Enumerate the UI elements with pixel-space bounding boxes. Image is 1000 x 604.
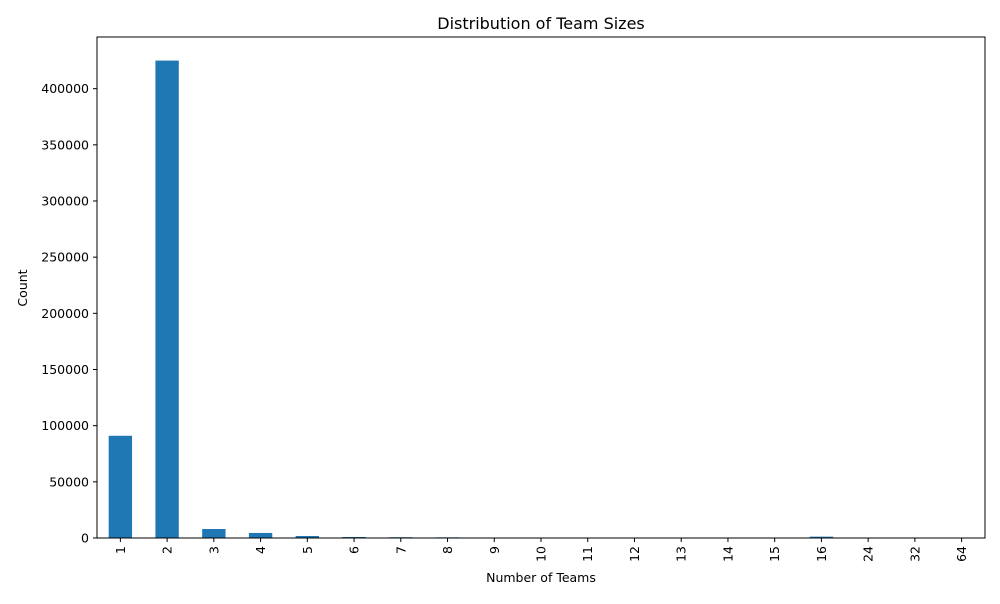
axes-frame xyxy=(97,37,985,538)
x-tick-label: 8 xyxy=(440,546,455,554)
y-tick-label: 350000 xyxy=(41,137,89,152)
x-tick-label: 6 xyxy=(347,546,362,554)
y-tick-label: 0 xyxy=(81,531,89,546)
x-tick-label: 64 xyxy=(954,546,969,562)
x-tick-label: 5 xyxy=(300,546,315,554)
y-tick-label: 400000 xyxy=(41,81,89,96)
x-tick-label: 1 xyxy=(113,546,128,554)
y-tick-label: 100000 xyxy=(41,418,89,433)
x-tick-label: 3 xyxy=(206,546,221,554)
bar-1 xyxy=(109,436,132,538)
chart-title: Distribution of Team Sizes xyxy=(437,14,645,33)
x-tick-label: 2 xyxy=(160,546,175,554)
x-tick-label: 15 xyxy=(767,546,782,562)
y-axis-label: Count xyxy=(15,269,30,306)
x-tick-label: 7 xyxy=(393,546,408,554)
x-tick-label: 12 xyxy=(627,546,642,562)
x-tick-label: 9 xyxy=(487,546,502,554)
y-tick-label: 250000 xyxy=(41,250,89,265)
y-tick-label: 200000 xyxy=(41,306,89,321)
y-tick-label: 50000 xyxy=(49,474,89,489)
y-tick-label: 150000 xyxy=(41,362,89,377)
x-tick-label: 24 xyxy=(861,546,876,562)
bar-2 xyxy=(155,61,178,538)
y-tick-label: 300000 xyxy=(41,194,89,209)
x-tick-label: 11 xyxy=(580,546,595,562)
bar-4 xyxy=(249,533,272,538)
x-tick-label: 32 xyxy=(907,546,922,562)
x-tick-label: 4 xyxy=(253,546,268,554)
x-tick-label: 13 xyxy=(674,546,689,562)
x-tick-label: 16 xyxy=(814,546,829,562)
bar-3 xyxy=(202,529,225,538)
x-tick-label: 14 xyxy=(720,546,735,562)
x-tick-label: 10 xyxy=(534,546,549,562)
x-axis-label: Number of Teams xyxy=(486,570,596,585)
